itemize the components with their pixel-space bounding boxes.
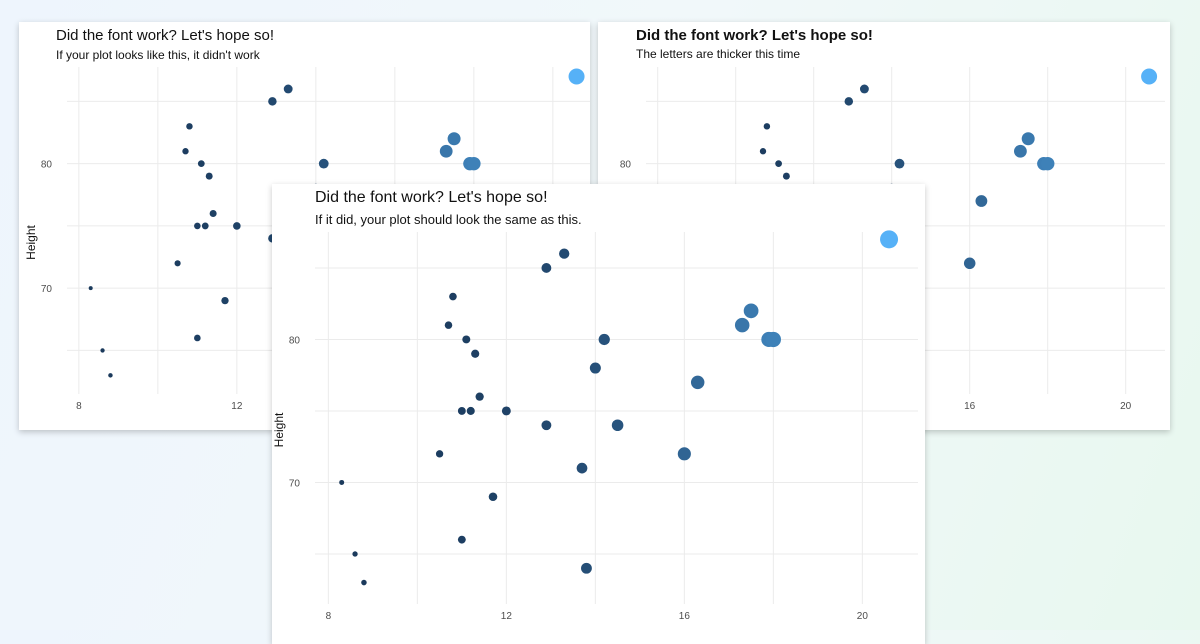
data-point bbox=[462, 335, 471, 344]
data-point bbox=[88, 286, 93, 291]
x-tick-label: 8 bbox=[76, 401, 82, 412]
data-point bbox=[690, 375, 705, 390]
data-point bbox=[963, 257, 976, 270]
data-point bbox=[1014, 144, 1027, 158]
data-point bbox=[318, 158, 329, 169]
data-point bbox=[894, 158, 905, 169]
plot-subtitle: If it did, your plot should look the sam… bbox=[315, 212, 582, 227]
data-point bbox=[435, 450, 444, 458]
scatter-plot-front: 8 12 16 20 70 80 Height bbox=[272, 230, 918, 622]
data-point bbox=[782, 172, 790, 180]
data-point bbox=[1141, 68, 1158, 85]
data-point bbox=[765, 331, 781, 348]
y-axis-label: Height bbox=[24, 224, 38, 259]
data-point bbox=[449, 292, 457, 301]
data-point bbox=[475, 392, 484, 401]
data-point bbox=[581, 562, 592, 574]
plot-title: Did the font work? Let's hope so! bbox=[636, 27, 873, 44]
data-point bbox=[221, 296, 229, 305]
y-tick-label: 80 bbox=[41, 160, 53, 171]
data-point bbox=[576, 462, 588, 474]
data-point bbox=[488, 492, 498, 502]
data-point bbox=[743, 303, 759, 319]
data-point bbox=[1040, 156, 1055, 171]
data-point bbox=[108, 373, 113, 378]
data-point bbox=[763, 123, 771, 130]
data-point bbox=[559, 248, 570, 259]
y-tick-label: 80 bbox=[289, 335, 301, 346]
data-point bbox=[859, 84, 869, 94]
data-point bbox=[975, 195, 988, 207]
data-point bbox=[775, 160, 782, 168]
data-point bbox=[880, 230, 899, 249]
data-point bbox=[759, 148, 767, 155]
data-point bbox=[182, 148, 189, 155]
y-tick-label: 70 bbox=[41, 284, 53, 295]
data-point bbox=[589, 362, 601, 374]
x-tick-label: 12 bbox=[231, 401, 243, 412]
data-point bbox=[194, 222, 201, 230]
data-point bbox=[174, 260, 181, 267]
data-point bbox=[457, 407, 466, 415]
data-point bbox=[734, 317, 750, 333]
data-point bbox=[283, 84, 293, 94]
data-point bbox=[194, 334, 201, 342]
data-point bbox=[541, 263, 552, 273]
data-point bbox=[268, 97, 277, 106]
data-point bbox=[361, 579, 367, 586]
data-point bbox=[598, 333, 610, 346]
data-point bbox=[844, 97, 854, 106]
data-point bbox=[233, 222, 241, 230]
x-tick-label: 20 bbox=[857, 611, 869, 622]
data-point bbox=[352, 551, 358, 557]
x-tick-label: 16 bbox=[964, 401, 976, 412]
data-point bbox=[1021, 132, 1035, 146]
data-point bbox=[541, 420, 552, 431]
data-point bbox=[466, 406, 475, 415]
data-point bbox=[439, 144, 453, 158]
data-point bbox=[457, 535, 466, 544]
plot-title: Did the font work? Let's hope so! bbox=[56, 27, 274, 44]
data-point bbox=[471, 349, 480, 358]
plot-title: Did the font work? Let's hope so! bbox=[315, 189, 548, 206]
y-axis-label: Height bbox=[272, 412, 286, 447]
x-tick-label: 16 bbox=[679, 611, 691, 622]
x-tick-label: 20 bbox=[1120, 401, 1132, 412]
data-point bbox=[339, 479, 345, 485]
data-point bbox=[201, 222, 209, 230]
data-point bbox=[186, 123, 193, 130]
data-point bbox=[100, 348, 105, 353]
data-point bbox=[568, 68, 585, 85]
data-point bbox=[205, 172, 213, 180]
data-point bbox=[447, 132, 461, 146]
data-point bbox=[444, 321, 453, 329]
y-tick-label: 70 bbox=[289, 478, 301, 489]
x-tick-label: 8 bbox=[326, 611, 332, 622]
plot-subtitle: The letters are thicker this time bbox=[636, 47, 801, 61]
data-point bbox=[467, 156, 481, 171]
data-point bbox=[209, 209, 217, 217]
plot-card-styled: 8 12 16 20 70 80 Height Did the font work? Let… bbox=[272, 184, 925, 644]
data-point bbox=[611, 419, 624, 432]
data-point bbox=[501, 406, 511, 416]
data-point bbox=[677, 447, 691, 461]
y-tick-label: 80 bbox=[620, 160, 632, 171]
plot-subtitle: If your plot looks like this, it didn't … bbox=[56, 48, 260, 62]
x-tick-label: 12 bbox=[501, 611, 513, 622]
data-point bbox=[197, 160, 205, 168]
